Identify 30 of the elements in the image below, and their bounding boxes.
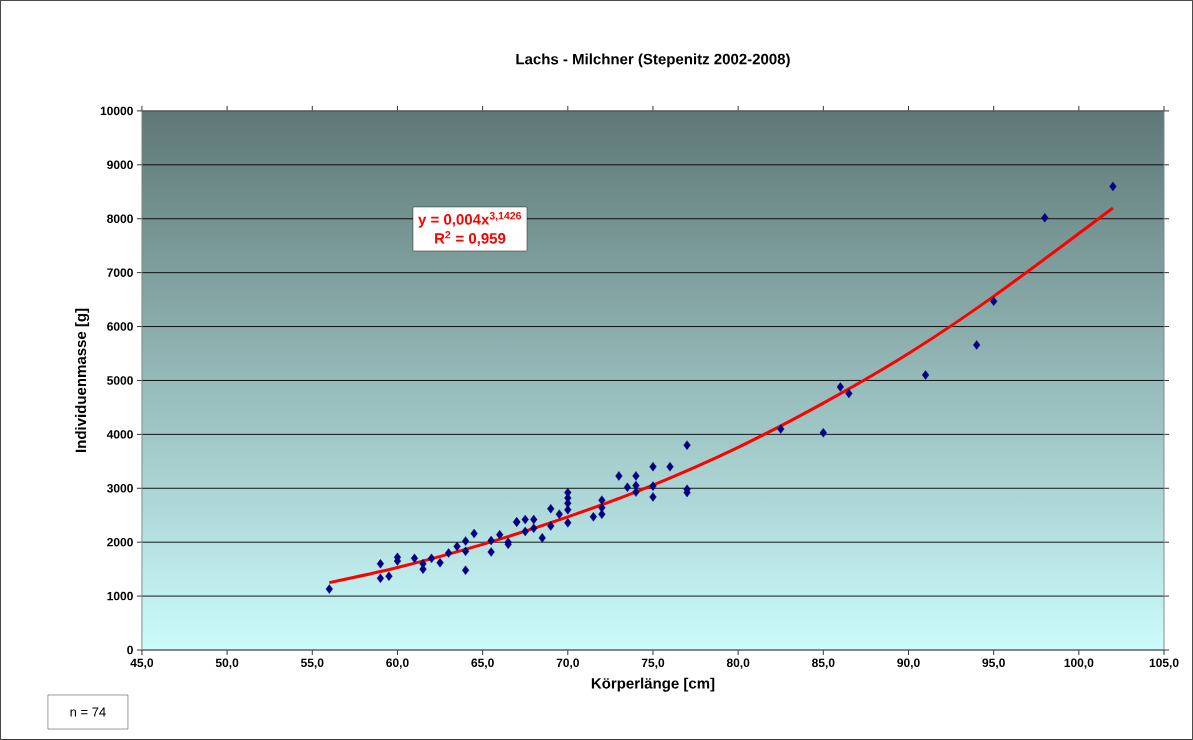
chart-title: Lachs - Milchner (Stepenitz 2002-2008) (516, 53, 790, 68)
x-tick-label: 90,0 (897, 658, 920, 669)
x-tick-label: 95,0 (982, 658, 1005, 669)
y-tick-label: 9000 (107, 160, 133, 170)
x-tick-label: 85,0 (812, 658, 835, 669)
x-tick-label: 75,0 (641, 658, 665, 669)
y-tick-label: 7000 (107, 268, 133, 277)
annotation: y = 0,004x$^{3,1426}$ (418, 212, 522, 228)
y-axis-title: Individuenmasse [g] (75, 308, 90, 453)
x-tick-label: 55,0 (300, 658, 324, 669)
y-tick-label: 1000 (107, 591, 133, 601)
x-tick-label: 60,0 (386, 658, 409, 669)
x-tick-label: 50,0 (215, 658, 239, 669)
y-tick-label: 3000 (106, 484, 133, 493)
text: n = 74 (70, 707, 106, 717)
y-tick-label: 0 (127, 645, 133, 655)
annotation: R$^{2}$ = 0,959 (435, 231, 506, 246)
y-tick-label: 6000 (107, 322, 133, 331)
x-tick-label: 100,0 (1064, 658, 1094, 669)
x-axis-title: Körperlänge [cm] (591, 677, 715, 692)
x-tick-label: 65,0 (471, 658, 494, 669)
y-tick-label: 2000 (107, 537, 133, 547)
y-tick-label: 10000 (100, 106, 133, 116)
x-tick-label: 45,0 (130, 658, 154, 669)
y-tick-label: 5000 (107, 376, 133, 385)
x-tick-label: 70,0 (556, 658, 579, 669)
y-tick-label: 4000 (106, 430, 133, 439)
y-tick-label: 8000 (107, 214, 133, 224)
x-tick-label: 80,0 (726, 658, 750, 669)
x-tick-label: 105,0 (1149, 658, 1179, 669)
